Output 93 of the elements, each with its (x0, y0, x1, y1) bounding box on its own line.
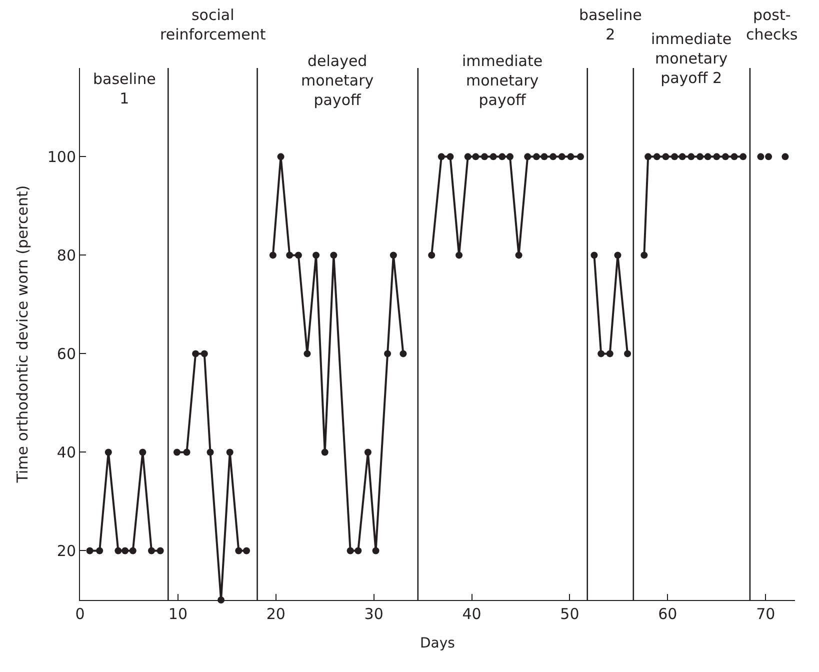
point (200, 350, 208, 358)
point (400, 350, 407, 358)
point (446, 153, 454, 160)
point (558, 153, 566, 160)
point (173, 448, 180, 456)
x-tick-label: 10 (168, 605, 188, 623)
point (688, 153, 695, 160)
point (598, 350, 605, 358)
annotation: immediate monetary payoff (462, 52, 543, 109)
x-tick-label: 30 (364, 605, 384, 623)
point (730, 153, 738, 160)
x-tick-label: 20 (266, 605, 286, 623)
point (662, 153, 670, 160)
point (671, 153, 678, 160)
point (156, 547, 164, 554)
point (704, 153, 712, 160)
point (456, 252, 463, 259)
point (498, 153, 506, 160)
point (148, 547, 155, 554)
point (384, 350, 392, 358)
text: baseline 2 (579, 6, 642, 44)
point (129, 547, 136, 554)
point (346, 547, 354, 554)
point (567, 153, 574, 160)
point (490, 153, 497, 160)
y-tick-label: 80 (56, 246, 76, 264)
point (532, 153, 540, 160)
point (226, 448, 234, 456)
text: post- checks (746, 6, 798, 44)
point (782, 153, 789, 160)
point (722, 153, 729, 160)
point (235, 547, 242, 554)
y-tick-label: 20 (56, 542, 76, 560)
point (678, 153, 686, 160)
point (269, 252, 276, 259)
point (550, 153, 557, 160)
y-tick-label: 100 (47, 148, 76, 166)
point (540, 153, 548, 160)
y-tick-label: 40 (56, 443, 76, 462)
point (577, 153, 584, 160)
point (438, 153, 445, 160)
x-tick-label: 50 (560, 605, 580, 623)
point (644, 153, 652, 160)
point (206, 448, 214, 456)
point (304, 350, 311, 358)
point (390, 252, 397, 259)
x-tick-label: 60 (658, 605, 678, 623)
point (114, 547, 122, 554)
point (640, 252, 648, 259)
x-tick-label: 70 (756, 605, 776, 623)
x-axis-title: Days (420, 635, 455, 652)
point (183, 448, 190, 456)
point (86, 547, 94, 554)
annotation: immediate monetary payoff 2 (651, 30, 732, 87)
point (590, 252, 598, 259)
point (354, 547, 362, 554)
point (312, 252, 320, 259)
point (524, 153, 532, 160)
point (243, 547, 250, 554)
point (740, 153, 747, 160)
point (372, 547, 380, 554)
point (713, 153, 720, 160)
point (765, 153, 772, 160)
point (696, 153, 704, 160)
point (364, 448, 372, 456)
point (757, 153, 764, 160)
point (515, 252, 522, 259)
point (472, 153, 480, 160)
point (428, 252, 436, 259)
point (614, 252, 622, 259)
point (192, 350, 200, 358)
point (330, 252, 338, 259)
point (321, 448, 328, 456)
x-tick-label: 40 (462, 605, 482, 623)
point (277, 153, 284, 160)
point (139, 448, 146, 456)
point (606, 350, 614, 358)
point (624, 350, 632, 358)
annotation: delayed monetary payoff (301, 52, 374, 109)
annotation: baseline 1 (93, 70, 156, 108)
text: social reinforcement (160, 6, 266, 44)
y-tick-label: 60 (56, 344, 76, 363)
point (122, 547, 129, 554)
point (104, 448, 112, 456)
point (286, 252, 294, 259)
point (96, 547, 104, 554)
y-axis-title: Time orthodontic device worn (percent) (14, 185, 32, 484)
point (653, 153, 660, 160)
point (506, 153, 514, 160)
point (464, 153, 472, 160)
x-tick-label: 0 (75, 605, 85, 623)
point (481, 153, 488, 160)
point (294, 252, 302, 259)
